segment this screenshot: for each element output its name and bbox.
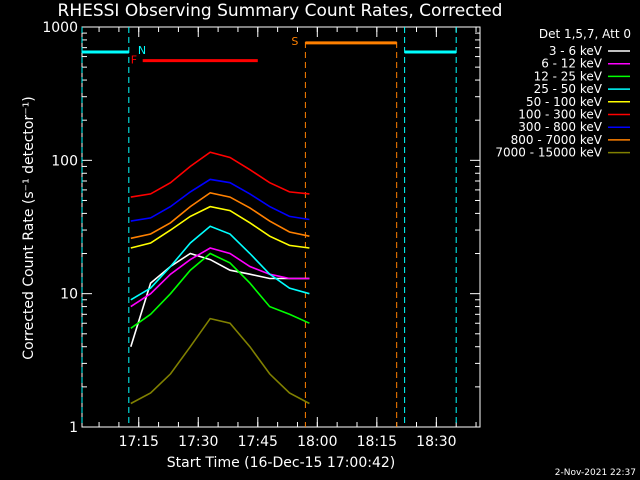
x-tick-label: 17:45 [238, 434, 278, 450]
legend-label: 100 - 300 keV [518, 108, 602, 122]
series-line-3-6-kev [130, 252, 310, 347]
x-tick-label: 17:15 [119, 434, 159, 450]
chart-title: RHESSI Observing Summary Count Rates, Co… [58, 1, 503, 21]
y-tick-label: 100 [51, 153, 78, 169]
footer-date: 2-Nov-2021 22:37 [555, 468, 636, 478]
night-label: N [138, 44, 146, 57]
saa-label: S [291, 35, 298, 48]
x-tick-label: 18:00 [297, 434, 337, 450]
series-lines [130, 151, 310, 405]
x-tick-label: 18:15 [357, 434, 397, 450]
legend-label: 25 - 50 keV [534, 82, 603, 96]
legend-label: 12 - 25 keV [534, 69, 603, 83]
axis-ticks [82, 26, 480, 428]
series-line-800-7000-kev [130, 192, 310, 240]
legend-label: 6 - 12 keV [541, 57, 603, 71]
series-line-50-100-kev [130, 205, 310, 249]
y-tick-label: 10 [60, 287, 78, 303]
flag-annotations: N S F [81, 27, 457, 427]
series-line-12-25-kev [130, 252, 310, 329]
legend-label: 3 - 6 keV [549, 44, 603, 58]
legend-label: 300 - 800 keV [518, 120, 602, 134]
x-tick-label: 18:30 [416, 434, 456, 450]
y-tick-label: 1 [69, 420, 78, 436]
legend-label: 800 - 7000 keV [511, 133, 603, 147]
x-tick-label: 17:30 [178, 434, 218, 450]
x-axis-label: Start Time (16-Dec-15 17:00:42) [167, 455, 395, 471]
series-line-25-50-kev [130, 225, 310, 301]
y-tick-label: 1000 [42, 20, 78, 36]
series-line-300-800-kev [130, 178, 310, 222]
legend-header: Det 1,5,7, Att 0 [539, 27, 631, 41]
flare-label: F [131, 54, 137, 67]
x-tick-labels: 17:15 17:30 17:45 18:00 18:15 18:30 [119, 434, 457, 450]
y-tick-labels: 1 10 100 1000 [42, 20, 78, 436]
series-line-100-300-kev [130, 151, 310, 198]
legend-label: 50 - 100 keV [526, 95, 603, 109]
legend-label: 7000 - 15000 keV [495, 146, 602, 160]
series-line-6-12-kev [130, 247, 310, 308]
series-line-7000-15000-kev [130, 317, 310, 405]
y-axis-label: Corrected Count Rate (s⁻¹ detector⁻¹) [21, 96, 37, 359]
